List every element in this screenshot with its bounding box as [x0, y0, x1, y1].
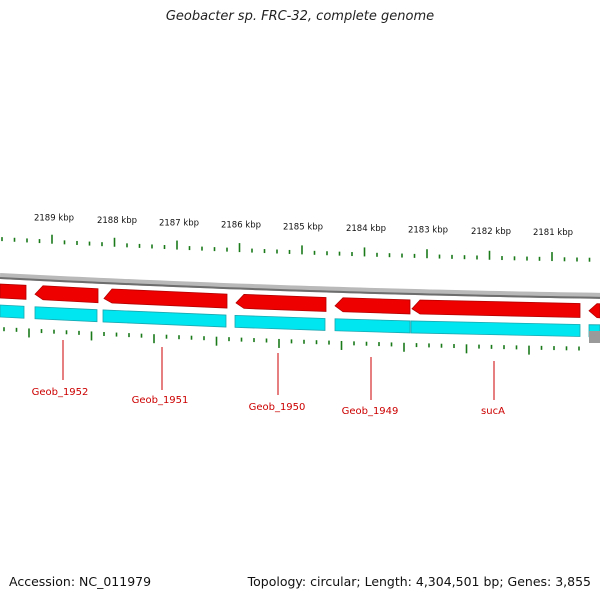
gene-label: Geob_1949 [342, 406, 399, 417]
scale-tick-label: 2182 kbp [471, 227, 511, 237]
forward-gene-arrow [411, 299, 581, 318]
accession-text: Accession: NC_011979 [9, 574, 152, 589]
gene-label: Geob_1952 [32, 387, 89, 398]
cds-bar [234, 314, 326, 331]
cds-bar [0, 304, 25, 319]
scale-tick-label: 2187 kbp [159, 218, 199, 228]
cds-bar [334, 318, 411, 334]
backbone-end [589, 331, 600, 343]
scale-tick-labels: 2189 kbp 2188 kbp 2187 kbp 2186 kbp 2185 kbp… [34, 213, 573, 238]
scale-tick-label: 2188 kbp [97, 216, 137, 226]
scale-tick-label: 2184 kbp [346, 224, 386, 234]
gene-labels: Geob_1952 Geob_1951 Geob_1950 Geob_1949 sucA [32, 340, 505, 417]
gene-label: Geob_1950 [249, 402, 306, 413]
forward-gene-arrow [588, 303, 600, 319]
scale-tick-label: 2183 kbp [408, 226, 448, 236]
cds-track [0, 304, 600, 343]
outer-tick-ring [1, 234, 591, 262]
backbone-band [0, 273, 600, 299]
gene-label: Geob_1951 [132, 395, 189, 406]
scale-tick-label: 2185 kbp [283, 222, 323, 232]
scale-tick-label: 2189 kbp [34, 213, 74, 223]
cds-bar [34, 306, 98, 323]
forward-gene-track [0, 283, 600, 319]
genome-backbone [0, 273, 600, 299]
genome-summary-text: Topology: circular; Length: 4,304,501 bp… [247, 574, 591, 589]
forward-gene-arrow [235, 294, 327, 312]
cds-bar [410, 320, 581, 337]
gene-label: sucA [481, 406, 505, 417]
forward-gene-arrow [334, 297, 411, 315]
backbone-edge [0, 277, 600, 299]
scale-tick-label: 2186 kbp [221, 220, 261, 230]
forward-gene-arrow [0, 283, 27, 300]
inner-tick-ring [3, 327, 580, 355]
forward-gene-arrow [103, 288, 228, 309]
scale-tick-label: 2181 kbp [533, 228, 573, 238]
map-title: Geobacter sp. FRC-32, complete genome [165, 9, 435, 24]
cds-bar [102, 309, 227, 328]
forward-gene-arrow [34, 285, 99, 304]
